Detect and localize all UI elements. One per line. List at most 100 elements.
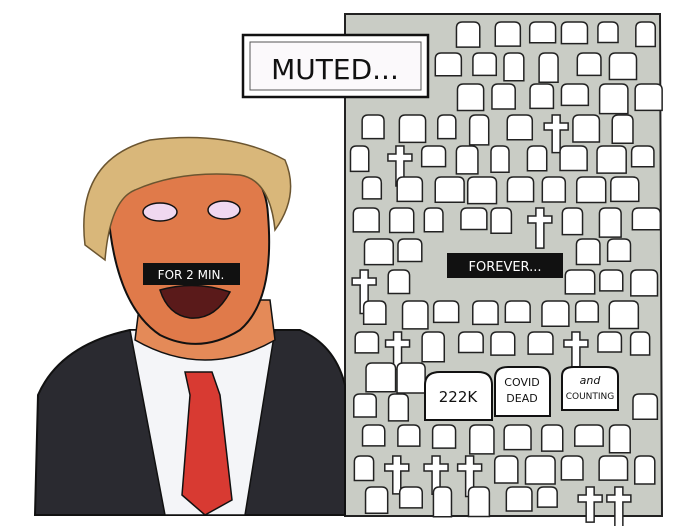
tombstone: [526, 145, 548, 172]
hair: [83, 136, 292, 262]
tombstone: [401, 300, 429, 330]
tombstone: [597, 21, 619, 44]
tombstone: [388, 207, 415, 234]
tombstone: [630, 145, 655, 168]
tombstone: [572, 114, 601, 143]
tombstone: [561, 207, 584, 236]
tombstone: [632, 393, 659, 421]
tombstone: [349, 145, 370, 173]
tombstone: [387, 269, 411, 295]
forever-bar: FOREVER...: [447, 253, 563, 278]
tombstone: [421, 331, 446, 363]
for-2-min-bar: FOR 2 MIN.: [143, 263, 240, 285]
tombstone: [576, 52, 602, 77]
tombstone: [398, 114, 427, 144]
tombstone: [529, 83, 555, 110]
tombstone: [506, 114, 534, 141]
tombstone: [608, 300, 640, 330]
tombstone: [361, 114, 385, 140]
tombstone-and-text: and: [580, 374, 602, 387]
tombstone: [490, 207, 513, 235]
tombstone: [560, 83, 590, 107]
tombstone: [574, 424, 604, 447]
tombstone: [455, 21, 481, 48]
tombstone: [397, 424, 421, 447]
tombstone: [597, 331, 623, 353]
tombstone: [431, 424, 457, 449]
tombstone: [354, 331, 380, 354]
tombstone-count-text: 222K: [439, 388, 479, 406]
tombstone: [420, 145, 447, 168]
tombstone-covid-dead: COVID DEAD: [494, 366, 551, 417]
tombstone: [608, 52, 638, 81]
tombstone: [493, 455, 519, 484]
left-eye: [142, 202, 178, 222]
for-2-min-text: FOR 2 MIN.: [158, 268, 225, 282]
tombstone-dead-text: DEAD: [506, 392, 537, 405]
tombstone: [434, 176, 465, 204]
muted-text: MUTED...: [271, 53, 399, 86]
tombstone: [396, 362, 426, 394]
tombstone-222k: 222K: [424, 371, 493, 421]
tombstone: [575, 238, 601, 266]
tombstone: [455, 145, 479, 175]
tombstone: [559, 145, 588, 172]
tombstone: [432, 300, 460, 324]
tombstone-counting-text: COUNTING: [566, 392, 615, 402]
tombstone: [633, 455, 656, 485]
tombstone: [432, 486, 453, 518]
tombstone: [634, 83, 663, 112]
muted-sign: MUTED...: [241, 33, 430, 99]
tombstone: [490, 331, 516, 356]
tombstone: [598, 207, 622, 238]
tombstone: [527, 331, 554, 355]
tombstone: [456, 83, 485, 112]
tombstone: [361, 424, 386, 447]
tombstone: [436, 114, 457, 140]
tombstone: [608, 424, 631, 454]
tombstone: [631, 207, 662, 231]
tombstone: [610, 176, 640, 203]
tombstone: [560, 21, 589, 45]
tombstone: [528, 21, 557, 44]
tombstone: [396, 176, 424, 203]
tombstone: [630, 269, 659, 297]
tombstone: [472, 52, 498, 77]
tombstone: [541, 176, 567, 203]
tombstone: [596, 145, 627, 174]
tombstone: [598, 455, 629, 481]
trump-figure: [33, 136, 346, 516]
tombstone: [629, 331, 651, 356]
tombstone: [574, 300, 600, 323]
tie: [181, 371, 233, 516]
tombstone: [524, 455, 556, 485]
tombstone: [423, 207, 444, 233]
tombstone: [635, 21, 657, 48]
tombstone: [362, 300, 387, 325]
tombstone: [460, 207, 488, 231]
tombstone: [536, 486, 558, 508]
tombstone: [503, 424, 532, 451]
tombstone: [434, 52, 463, 77]
tombstone: [397, 238, 423, 263]
tombstone: [599, 269, 624, 292]
tombstone: [491, 83, 516, 110]
tombstone: [541, 300, 570, 328]
tombstone: [361, 176, 383, 200]
cross-tombstone: [606, 486, 632, 526]
tombstone: [353, 455, 375, 482]
tombstone: [504, 300, 531, 323]
tombstone: [575, 176, 607, 204]
tombstone: [387, 393, 410, 422]
tombstones-group: [349, 21, 663, 526]
tombstone: [560, 455, 584, 481]
tombstone: [494, 21, 522, 47]
tombstone: [363, 238, 394, 266]
tombstone: [540, 424, 564, 452]
tombstone: [564, 269, 596, 295]
tombstone: [606, 238, 632, 262]
tombstone: [503, 52, 525, 82]
tombstone: [466, 176, 498, 205]
